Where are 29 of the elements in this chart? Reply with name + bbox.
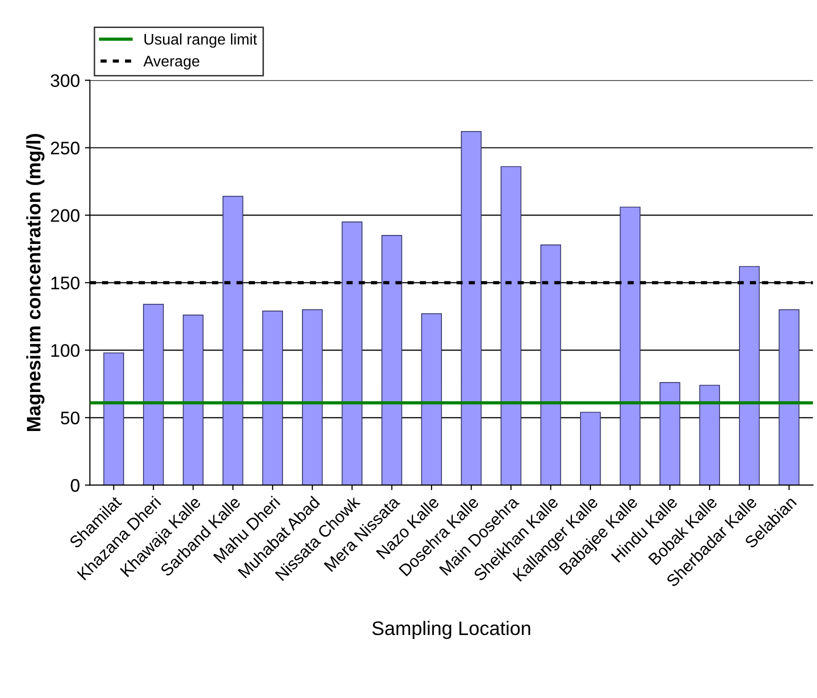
- y-tick-label: 100: [51, 344, 80, 357]
- y-axis-title: Magnesium concentration (mg/l): [26, 134, 44, 432]
- bar: [660, 382, 680, 486]
- y-tick-label: 300: [50, 74, 80, 87]
- bar: [302, 309, 323, 486]
- bar: [342, 222, 362, 486]
- bar: [778, 309, 800, 486]
- bar: [699, 384, 720, 486]
- bar: [103, 352, 124, 486]
- x-axis-title: Sampling Location: [372, 620, 530, 640]
- bar: [500, 166, 522, 486]
- y-tick-label: 250: [50, 142, 80, 154]
- bar: [182, 314, 204, 486]
- legend-label: Average: [143, 56, 200, 70]
- bar: [739, 266, 760, 486]
- bar: [421, 313, 442, 486]
- legend-label: Usual range limit: [144, 33, 258, 48]
- bar: [620, 206, 641, 486]
- y-tick-label: 200: [50, 209, 80, 222]
- y-tick-label: 50: [60, 412, 80, 424]
- bar: [381, 235, 402, 486]
- bar: [143, 304, 164, 486]
- bar: [460, 131, 482, 486]
- y-tick-label: 150: [51, 276, 80, 290]
- y-tick-label: 0: [70, 479, 80, 492]
- bar: [580, 412, 601, 486]
- bar: [262, 310, 283, 486]
- bar: [540, 244, 562, 486]
- bar: [222, 196, 244, 486]
